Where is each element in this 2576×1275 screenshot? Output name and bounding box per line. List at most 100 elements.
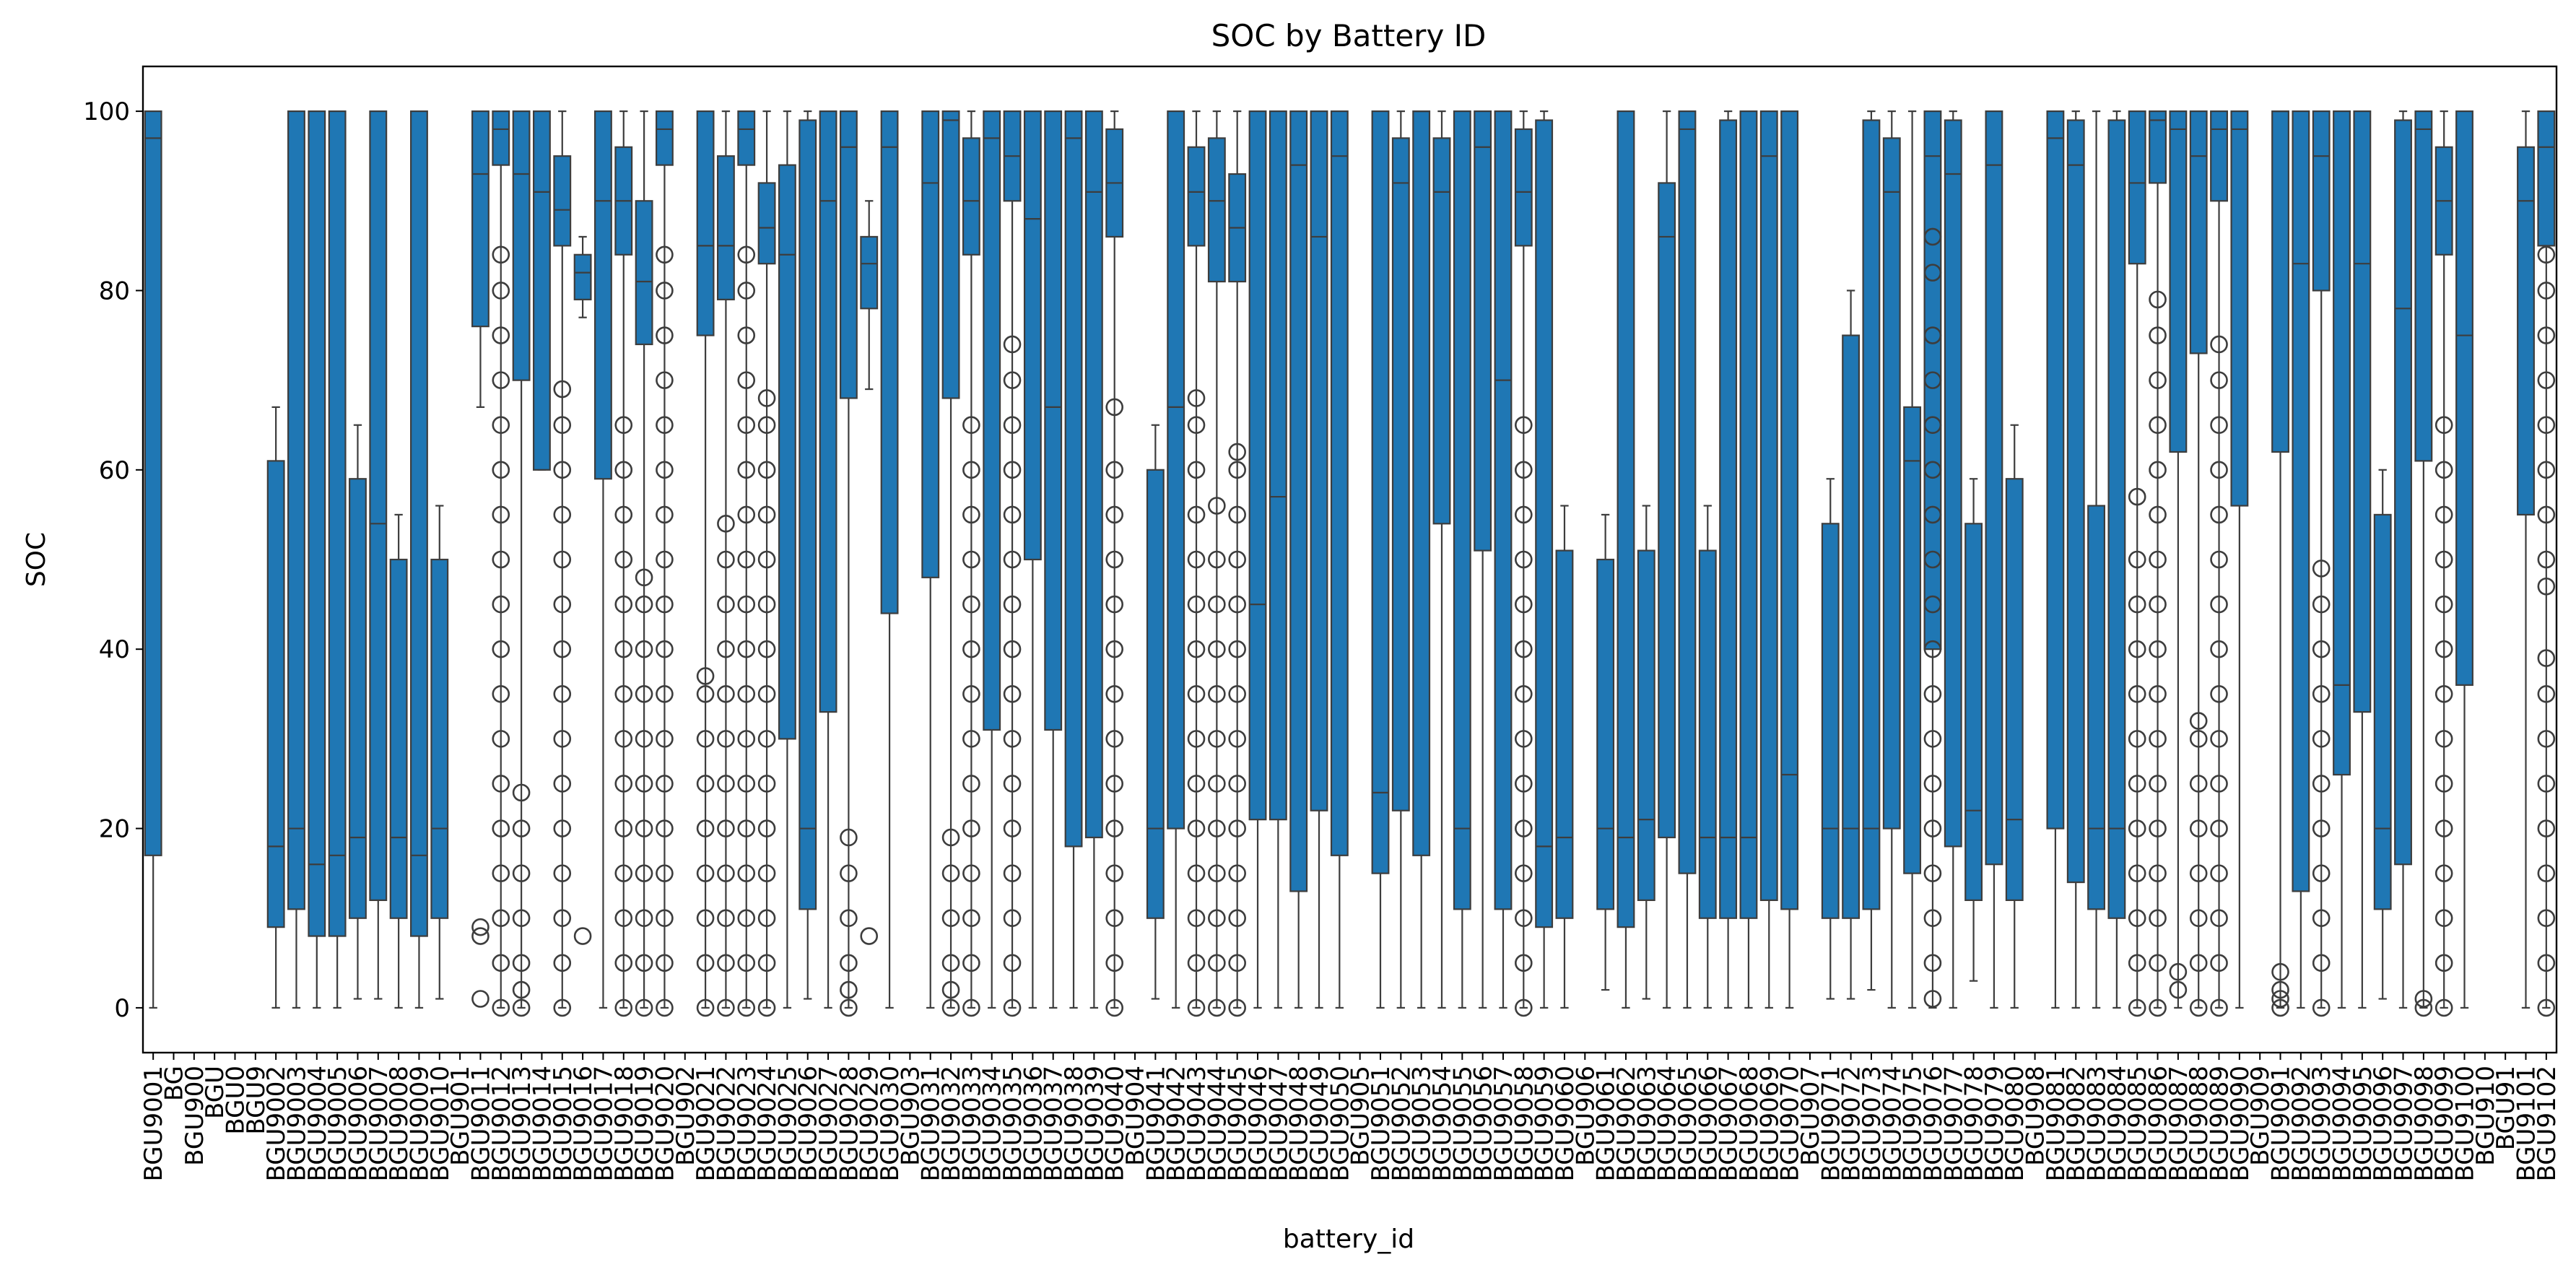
outlier-point bbox=[553, 819, 572, 837]
outlier-point bbox=[737, 595, 756, 614]
iqr-box bbox=[1412, 110, 1431, 856]
iqr-box bbox=[2066, 119, 2085, 884]
outlier-point bbox=[1208, 909, 1226, 928]
box-BGU9074 bbox=[1882, 110, 1901, 1009]
outlier-point bbox=[1515, 550, 1533, 569]
box-BGU9023 bbox=[737, 110, 756, 1017]
iqr-box bbox=[471, 110, 489, 328]
x-tick-label: BGU bbox=[201, 1066, 230, 1119]
outlier-point bbox=[2434, 730, 2453, 748]
box-BGU9083 bbox=[2087, 110, 2105, 1009]
x-tick-label: BGU9062 bbox=[1612, 1066, 1641, 1182]
outlier-point bbox=[757, 998, 776, 1017]
outlier-point bbox=[2312, 909, 2331, 928]
outlier-point bbox=[2210, 550, 2228, 569]
box-BGU9058 bbox=[1514, 110, 1533, 1017]
x-tick-label: BGU9020 bbox=[650, 1066, 679, 1182]
iqr-box bbox=[1923, 110, 1942, 650]
x-tick-label: BGU9043 bbox=[1183, 1066, 1211, 1182]
outlier-point bbox=[717, 775, 735, 793]
box-BGU9048 bbox=[1289, 110, 1308, 1009]
iqr-box bbox=[880, 110, 899, 614]
box-BGU9024 bbox=[757, 110, 776, 1017]
outlier-point bbox=[635, 730, 653, 748]
x-tick-label: BGU9093 bbox=[2307, 1066, 2336, 1182]
box-BGU9059 bbox=[1535, 110, 1554, 1009]
box-BGU9052 bbox=[1391, 110, 1410, 1009]
y-tick-label: 20 bbox=[99, 815, 130, 844]
outlier-point bbox=[1105, 954, 1123, 972]
outlier-point bbox=[840, 909, 858, 928]
x-tick-label: BGU9076 bbox=[1919, 1066, 1948, 1182]
x-tick-label: BGU9063 bbox=[1632, 1066, 1661, 1182]
outlier-point bbox=[737, 775, 756, 793]
outlier-point bbox=[737, 371, 756, 389]
outlier-point bbox=[1923, 819, 1942, 837]
outlier-point bbox=[492, 416, 510, 435]
outlier-point bbox=[1515, 640, 1533, 658]
outlier-point bbox=[1515, 684, 1533, 703]
outlier-point bbox=[717, 595, 735, 614]
outlier-point bbox=[1515, 730, 1533, 748]
x-tick-label: BGU9035 bbox=[998, 1066, 1027, 1182]
iqr-box bbox=[2312, 110, 2331, 292]
outlier-point bbox=[492, 775, 510, 793]
outlier-point bbox=[737, 864, 756, 882]
x-tick-label: BGU9030 bbox=[876, 1066, 905, 1182]
iqr-box bbox=[1167, 110, 1185, 830]
outlier-point bbox=[1515, 864, 1533, 882]
outlier-point bbox=[492, 730, 510, 748]
iqr-box bbox=[2210, 110, 2228, 202]
x-tick-label: BGU9028 bbox=[835, 1066, 863, 1182]
x-tick-label: BGU9101 bbox=[2512, 1066, 2541, 1182]
outlier-point bbox=[1208, 684, 1226, 703]
outlier-point bbox=[717, 515, 735, 533]
outlier-point bbox=[2149, 954, 2167, 972]
outlier-point bbox=[1515, 775, 1533, 793]
outlier-point bbox=[512, 909, 531, 928]
outlier-point bbox=[2312, 730, 2331, 748]
x-tick-label: BGU9007 bbox=[365, 1066, 393, 1182]
outlier-point bbox=[2128, 819, 2146, 837]
iqr-box bbox=[696, 110, 715, 336]
outlier-point bbox=[1228, 640, 1246, 658]
iqr-box bbox=[860, 235, 879, 310]
outlier-point bbox=[656, 864, 674, 882]
x-tick-label: BGU9047 bbox=[1264, 1066, 1293, 1182]
outlier-point bbox=[962, 550, 980, 569]
iqr-box bbox=[983, 110, 1001, 731]
box-BGU9072 bbox=[1842, 290, 1861, 1000]
iqr-box bbox=[1310, 110, 1328, 811]
iqr-box bbox=[1964, 523, 1983, 901]
outlier-point bbox=[614, 595, 633, 614]
box-BGU9062 bbox=[1616, 110, 1635, 1009]
outlier-point bbox=[1187, 640, 1206, 658]
chart-title: SOC by Battery ID bbox=[1211, 18, 1487, 53]
x-tick-label: BGU909 bbox=[2246, 1066, 2275, 1166]
x-tick-label: BGU9019 bbox=[630, 1066, 659, 1182]
box-BGU9055 bbox=[1453, 110, 1471, 1009]
x-tick-label: BGU9018 bbox=[610, 1066, 639, 1182]
outlier-point bbox=[2434, 684, 2453, 703]
outlier-point bbox=[1228, 819, 1246, 837]
outlier-point bbox=[1105, 550, 1123, 569]
outlier-point bbox=[512, 980, 531, 999]
box-BGU9086 bbox=[2149, 110, 2167, 1017]
outlier-point bbox=[512, 864, 531, 882]
outlier-point bbox=[1923, 864, 1942, 882]
outlier-point bbox=[2434, 505, 2453, 524]
box-BGU9093 bbox=[2312, 110, 2331, 1017]
outlier-point bbox=[1187, 909, 1206, 928]
iqr-box bbox=[2005, 478, 2024, 901]
outlier-point bbox=[1923, 775, 1942, 793]
outlier-point bbox=[717, 550, 735, 569]
outlier-point bbox=[757, 461, 776, 479]
iqr-box bbox=[1637, 549, 1655, 901]
outlier-point bbox=[1515, 595, 1533, 614]
outlier-point bbox=[553, 775, 572, 793]
outlier-point bbox=[1923, 326, 1942, 344]
outlier-point bbox=[717, 954, 735, 972]
x-tick-label: BGU9074 bbox=[1878, 1066, 1907, 1182]
outlier-point bbox=[573, 927, 592, 945]
